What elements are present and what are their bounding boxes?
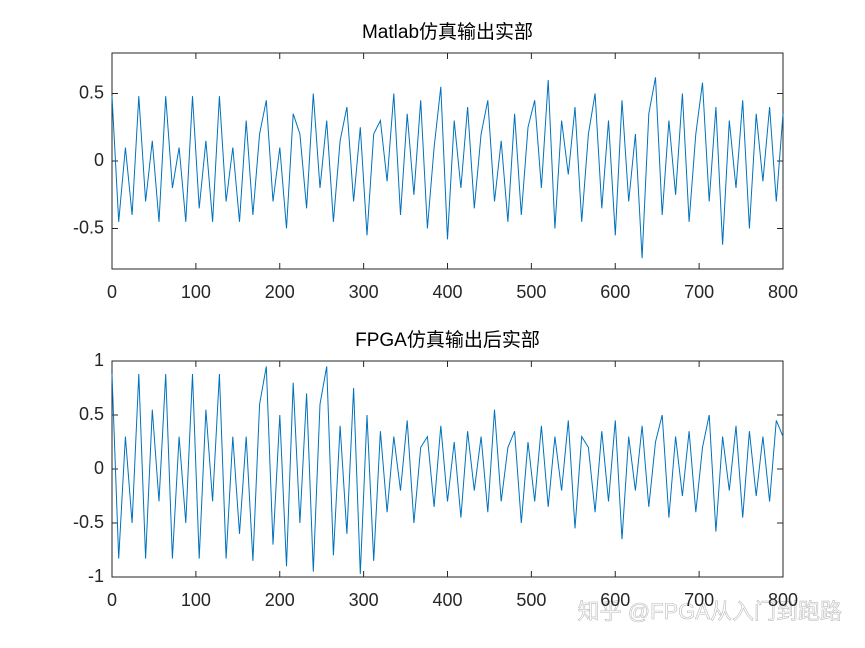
x-tick-label: 400 xyxy=(432,590,462,610)
x-tick-label: 700 xyxy=(684,282,714,302)
signal-line xyxy=(111,77,784,259)
y-tick-label: 0 xyxy=(94,150,104,170)
y-tick-label: 0 xyxy=(94,458,104,478)
x-tick-label: 200 xyxy=(265,282,295,302)
y-tick-label: 1 xyxy=(94,350,104,370)
x-tick-label: 800 xyxy=(768,282,798,302)
chart-title: FPGA仿真输出后实部 xyxy=(355,329,540,351)
x-tick-label: 300 xyxy=(349,282,379,302)
x-tick-label: 800 xyxy=(768,590,798,610)
x-tick-label: 0 xyxy=(107,282,117,302)
x-tick-label: 400 xyxy=(432,282,462,302)
y-tick-label: -1 xyxy=(88,566,104,586)
x-tick-label: 100 xyxy=(181,590,211,610)
x-tick-label: 600 xyxy=(600,282,630,302)
chart-title: Matlab仿真输出实部 xyxy=(362,21,533,43)
x-tick-label: 700 xyxy=(684,590,714,610)
axes-box xyxy=(111,360,784,578)
x-tick-label: 0 xyxy=(107,590,117,610)
x-tick-label: 100 xyxy=(181,282,211,302)
x-tick-label: 500 xyxy=(516,590,546,610)
y-tick-label: 0.5 xyxy=(79,82,104,102)
signal-line xyxy=(111,366,784,574)
x-tick-label: 300 xyxy=(349,590,379,610)
x-tick-label: 500 xyxy=(516,282,546,302)
y-tick-label: -0.5 xyxy=(73,512,104,532)
y-tick-label: 0.5 xyxy=(79,404,104,424)
x-tick-label: 600 xyxy=(600,590,630,610)
x-tick-label: 200 xyxy=(265,590,295,610)
y-tick-label: -0.5 xyxy=(73,217,104,237)
watermark: 知乎 @FPGA从入门到跑路 xyxy=(578,599,842,624)
